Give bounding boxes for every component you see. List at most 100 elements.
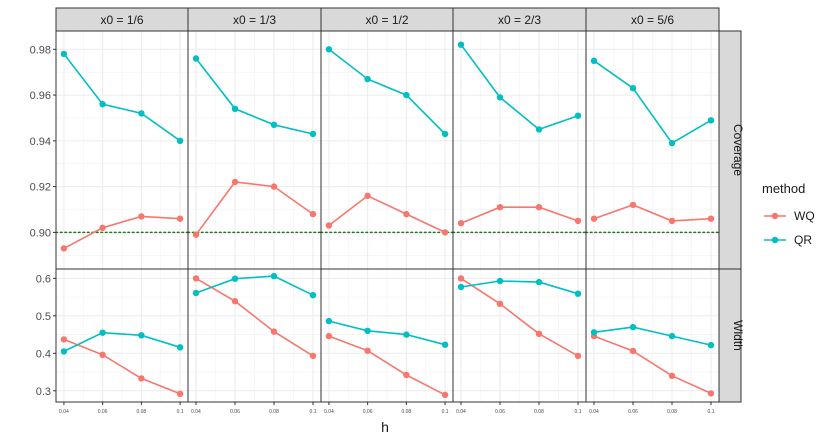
data-point-wq bbox=[60, 245, 68, 252]
data-point-qr bbox=[441, 341, 449, 348]
data-point-wq bbox=[99, 224, 106, 231]
data-point-wq bbox=[535, 204, 543, 211]
series-line-wq bbox=[460, 206, 579, 224]
data-point-wq bbox=[309, 352, 317, 360]
data-point-qr bbox=[231, 275, 239, 282]
data-point-wq bbox=[535, 330, 543, 337]
series-line-wq bbox=[593, 335, 712, 395]
data-point-qr bbox=[364, 327, 371, 334]
facet-strip-label: Coverage bbox=[731, 124, 745, 176]
data-point-qr bbox=[707, 117, 715, 124]
data-point-qr bbox=[590, 329, 598, 336]
data-point-qr bbox=[176, 137, 184, 144]
data-point-wq bbox=[176, 215, 184, 222]
data-point-qr bbox=[707, 341, 715, 349]
data-point-qr bbox=[192, 289, 200, 297]
x-tick-label: 0.1 bbox=[442, 409, 449, 415]
data-point-qr bbox=[457, 41, 465, 48]
data-point-wq bbox=[629, 347, 637, 355]
data-point-qr bbox=[535, 126, 543, 133]
data-point-wq bbox=[309, 210, 317, 218]
x-tick-label: 0.06 bbox=[98, 409, 108, 415]
data-point-wq bbox=[270, 328, 278, 335]
legend-label-wq: WQ bbox=[794, 209, 815, 223]
x-tick-label: 0.08 bbox=[269, 409, 279, 415]
series-line-qr bbox=[63, 53, 181, 142]
data-point-wq bbox=[496, 300, 504, 307]
facet-strip-label: x0 = 1/6 bbox=[100, 13, 143, 27]
x-tick-label: 0.1 bbox=[708, 409, 715, 415]
facet-strip-label: x0 = 5/6 bbox=[631, 13, 674, 27]
facet-strip-column bbox=[585, 7, 720, 32]
x-tick-label: 0.04 bbox=[589, 409, 599, 415]
legend: method WQ QR bbox=[762, 181, 815, 247]
data-point-qr bbox=[574, 112, 582, 119]
data-point-qr bbox=[574, 290, 582, 297]
facet-strip-label: Width bbox=[731, 320, 745, 351]
facet-strip-label: x0 = 1/3 bbox=[233, 13, 276, 27]
x-tick-label: 0.08 bbox=[534, 409, 544, 415]
data-point-wq bbox=[231, 298, 239, 305]
data-point-wq bbox=[364, 347, 371, 354]
series-line-qr bbox=[460, 44, 579, 131]
data-point-wq bbox=[99, 351, 106, 358]
data-point-wq bbox=[457, 275, 465, 282]
data-point-wq bbox=[574, 217, 582, 225]
data-point-qr bbox=[496, 277, 504, 285]
x-axis-title: h bbox=[381, 419, 389, 435]
data-point-qr bbox=[99, 329, 106, 336]
x-tick-label: 0.06 bbox=[230, 409, 240, 415]
data-point-wq bbox=[457, 220, 465, 227]
x-tick-label: 0.08 bbox=[401, 409, 411, 415]
facet-strip-row bbox=[718, 268, 742, 403]
series-line-qr bbox=[460, 280, 579, 295]
data-point-wq bbox=[707, 390, 715, 397]
data-point-qr bbox=[325, 317, 333, 325]
y-tick-label: 0.98 bbox=[30, 44, 51, 56]
data-point-wq bbox=[629, 201, 637, 209]
facet-strip-label: x0 = 2/3 bbox=[498, 13, 541, 27]
data-point-wq bbox=[668, 217, 676, 225]
data-point-qr bbox=[309, 292, 317, 299]
data-point-wq bbox=[192, 231, 200, 238]
data-point-qr bbox=[457, 283, 465, 291]
data-point-wq bbox=[138, 213, 145, 220]
data-point-wq bbox=[441, 391, 449, 399]
data-point-qr bbox=[668, 139, 676, 147]
x-tick-label: 0.04 bbox=[59, 409, 69, 415]
y-tick-label: 0.4 bbox=[36, 348, 51, 360]
data-point-wq bbox=[325, 332, 333, 340]
series-line-qr bbox=[328, 320, 446, 346]
x-tick-label: 0.1 bbox=[575, 409, 582, 415]
data-point-wq bbox=[668, 372, 676, 379]
series-line-qr bbox=[328, 48, 446, 135]
y-tick-label: 0.5 bbox=[36, 311, 51, 323]
data-point-wq bbox=[270, 183, 278, 190]
facet-strip-label: x0 = 1/2 bbox=[365, 13, 408, 27]
x-tick-label: 0.1 bbox=[177, 409, 184, 415]
series-line-wq bbox=[460, 277, 579, 357]
series-line-wq bbox=[328, 335, 446, 396]
data-point-qr bbox=[535, 278, 543, 286]
x-tick-label: 0.04 bbox=[191, 409, 201, 415]
legend-title: method bbox=[762, 181, 805, 196]
data-point-qr bbox=[496, 94, 504, 101]
data-point-wq bbox=[403, 210, 410, 218]
series-line-wq bbox=[195, 277, 314, 357]
data-point-wq bbox=[325, 222, 333, 229]
series-line-wq bbox=[63, 215, 181, 250]
series-line-wq bbox=[593, 204, 712, 222]
series-line-qr bbox=[195, 275, 314, 296]
data-point-qr bbox=[270, 121, 278, 128]
x-tick-label: 0.04 bbox=[456, 409, 466, 415]
data-point-qr bbox=[176, 344, 184, 351]
data-point-wq bbox=[496, 204, 504, 211]
legend-key-point-qr bbox=[771, 236, 779, 244]
axes-layer: 0.90 0.92 0.94 0.96 0.98 0.3 0.4 0.5 0.6 0.04 0.06… bbox=[30, 44, 715, 415]
y-tick-label: 0.6 bbox=[36, 273, 51, 285]
data-point-wq bbox=[231, 178, 239, 186]
data-point-qr bbox=[629, 85, 637, 92]
data-point-qr bbox=[441, 130, 449, 138]
data-point-qr bbox=[364, 75, 371, 83]
